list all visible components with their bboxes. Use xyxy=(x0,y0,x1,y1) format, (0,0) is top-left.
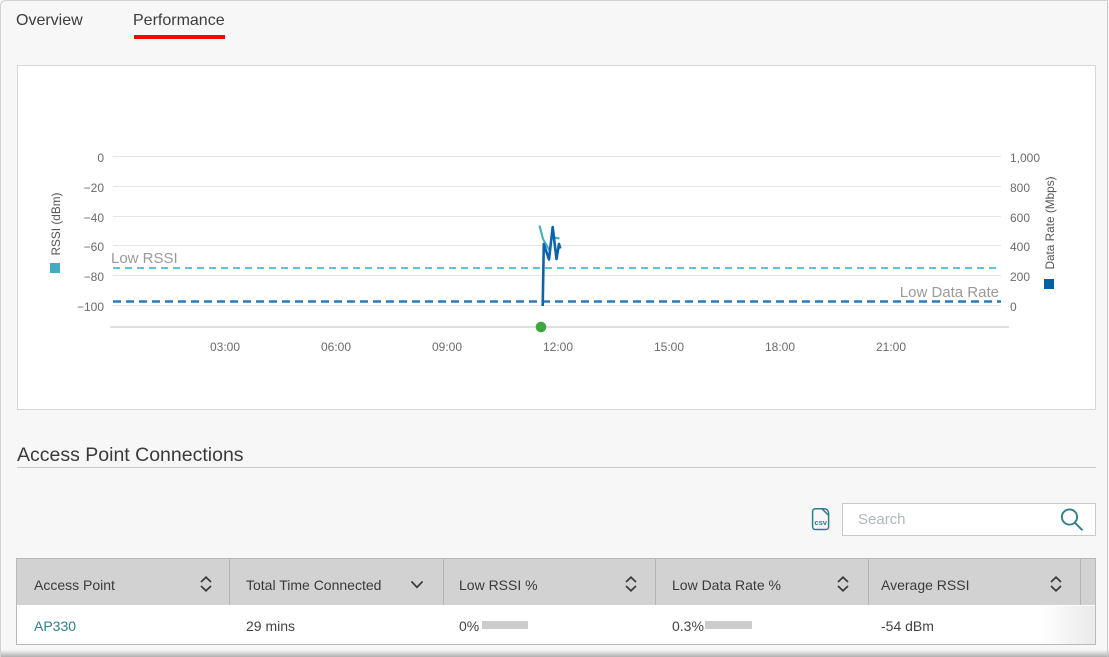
svg-text:csv: csv xyxy=(814,518,827,527)
